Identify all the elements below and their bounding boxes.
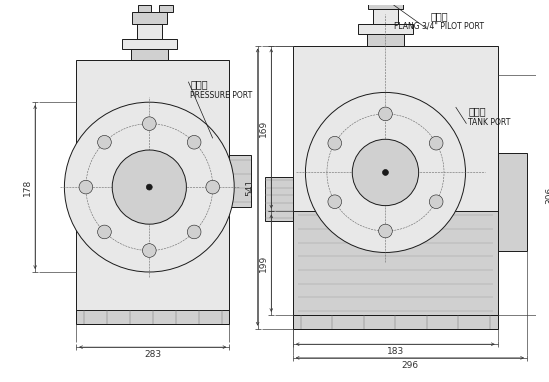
Text: TANK PORT: TANK PORT — [468, 118, 511, 127]
Text: 183: 183 — [386, 347, 404, 356]
Circle shape — [143, 117, 156, 131]
Bar — [367, 34, 404, 45]
Bar — [373, 10, 398, 24]
Bar — [131, 49, 168, 60]
Circle shape — [187, 225, 201, 239]
Text: 壓力口: 壓力口 — [191, 79, 208, 89]
Bar — [138, 5, 152, 13]
Text: 回油口: 回油口 — [468, 106, 486, 116]
Text: 296: 296 — [401, 361, 418, 370]
Circle shape — [379, 107, 393, 121]
Bar — [293, 212, 498, 315]
Bar — [159, 5, 173, 13]
Circle shape — [98, 135, 111, 149]
Bar — [137, 24, 162, 39]
Text: FLANG 3/4" PILOT PORT: FLANG 3/4" PILOT PORT — [394, 21, 484, 30]
Bar — [293, 45, 498, 329]
Bar — [229, 155, 251, 207]
Bar — [122, 39, 177, 49]
Circle shape — [98, 225, 111, 239]
Text: 178: 178 — [23, 178, 32, 196]
Circle shape — [328, 136, 341, 150]
Bar — [498, 153, 527, 251]
Circle shape — [383, 170, 388, 175]
Circle shape — [352, 139, 419, 206]
Circle shape — [379, 224, 393, 238]
Bar — [76, 310, 229, 324]
Circle shape — [79, 180, 93, 194]
Circle shape — [328, 195, 341, 209]
Circle shape — [305, 92, 466, 253]
Circle shape — [429, 136, 443, 150]
Text: 283: 283 — [144, 350, 161, 359]
Circle shape — [147, 184, 152, 190]
Bar — [265, 177, 293, 221]
Text: 169: 169 — [259, 120, 268, 137]
Text: PRESSURE PORT: PRESSURE PORT — [191, 91, 253, 100]
Circle shape — [429, 195, 443, 209]
Bar — [368, 0, 403, 10]
Bar — [76, 60, 229, 324]
Text: 引導孔: 引導孔 — [430, 11, 448, 21]
Text: 199: 199 — [259, 254, 268, 272]
Circle shape — [187, 135, 201, 149]
Circle shape — [64, 102, 234, 272]
Bar — [132, 13, 167, 24]
Bar — [358, 24, 413, 34]
Circle shape — [143, 244, 156, 257]
Text: 541: 541 — [246, 178, 255, 196]
Circle shape — [112, 150, 187, 224]
Circle shape — [206, 180, 220, 194]
Text: 306: 306 — [545, 186, 549, 204]
Bar — [293, 315, 498, 329]
